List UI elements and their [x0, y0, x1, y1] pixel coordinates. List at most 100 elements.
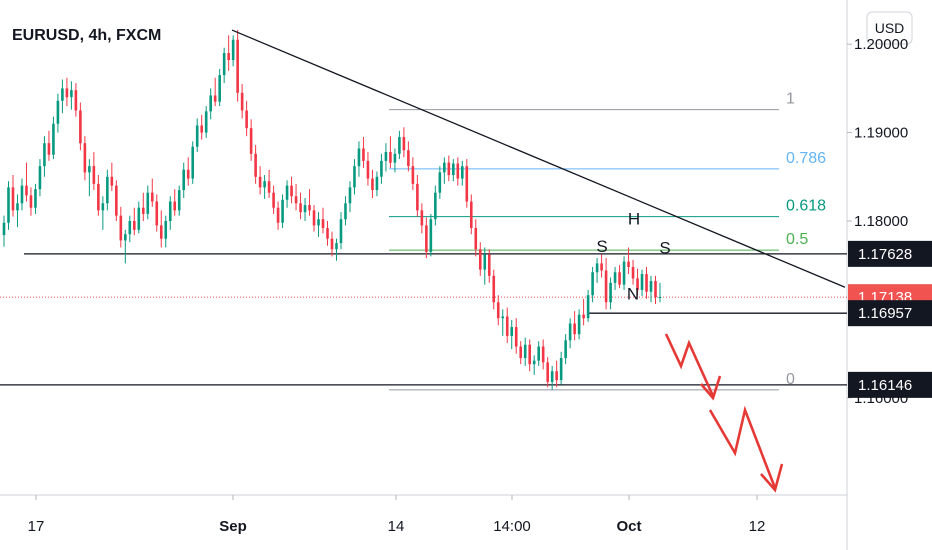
candle — [70, 81, 73, 110]
candle-body — [501, 316, 505, 319]
candle — [541, 339, 545, 370]
candle-body — [595, 263, 599, 273]
candle — [74, 83, 78, 117]
currency-button[interactable]: USD — [866, 11, 913, 45]
candle — [443, 157, 446, 184]
horizontal-levels[interactable] — [0, 253, 847, 386]
candle-body — [182, 169, 186, 191]
candle — [272, 185, 275, 214]
candle-body — [83, 143, 87, 173]
candle-body — [523, 344, 527, 358]
candlestick-series — [2, 30, 662, 390]
candle — [61, 79, 64, 114]
candle — [155, 194, 159, 232]
candle-body — [110, 176, 114, 186]
candle-body — [308, 205, 311, 211]
candle — [452, 159, 455, 182]
candle — [92, 152, 96, 191]
candle — [285, 180, 289, 208]
pattern-label: S — [596, 237, 607, 256]
candle-body — [281, 199, 284, 223]
candle-body — [218, 75, 221, 102]
candle-body — [141, 207, 145, 214]
candle — [249, 119, 253, 161]
time-axis[interactable]: 17 Sep 14 14:00 Oct 12 — [28, 495, 766, 535]
candle-body — [362, 148, 365, 161]
candle-body — [299, 203, 302, 213]
candle-body — [586, 295, 590, 319]
price-tag-background — [848, 240, 932, 267]
candle — [465, 159, 469, 208]
projection-arrow-2-head — [760, 463, 784, 493]
candle-body — [371, 178, 374, 191]
candle-body — [645, 274, 648, 292]
candle-body — [335, 243, 338, 250]
candle — [398, 130, 401, 160]
candle — [88, 159, 91, 197]
candle — [124, 229, 127, 264]
candle — [461, 160, 464, 186]
candle — [384, 143, 388, 172]
candle — [654, 275, 657, 305]
candle-body — [496, 302, 500, 319]
candle-body — [330, 238, 334, 250]
candle-body — [11, 187, 15, 211]
descending-trendline[interactable] — [231, 29, 846, 288]
candle-body — [254, 153, 257, 177]
candle — [182, 162, 186, 198]
candle — [177, 185, 181, 216]
price-tag: 1.16957 — [848, 300, 932, 327]
chart-title: EURUSD, 4h, FXCM — [12, 27, 161, 44]
candle-body — [164, 220, 168, 239]
candle-body — [546, 362, 549, 382]
projection-arrow-1 — [664, 333, 715, 397]
candle-body — [191, 146, 195, 179]
candle — [523, 337, 527, 366]
projection-arrows[interactable] — [664, 333, 784, 493]
candle-body — [456, 163, 460, 179]
candle-body — [272, 192, 275, 208]
candle — [106, 169, 109, 211]
candle-body — [240, 92, 244, 111]
price-tick-label: 1.19000 — [854, 125, 908, 142]
candle-body — [375, 176, 379, 191]
candle — [79, 102, 82, 151]
candle — [371, 169, 374, 198]
candle-body — [276, 207, 280, 223]
candle — [483, 247, 487, 285]
candle-body — [213, 95, 217, 102]
price-tag-background — [848, 300, 932, 327]
fibonacci-retracement[interactable]: 1 0.786 0.618 0.5 0 — [389, 91, 826, 391]
candle-body — [478, 249, 482, 270]
candle-body — [564, 340, 567, 358]
candle-body — [519, 346, 523, 358]
candle — [294, 183, 298, 211]
candle-body — [258, 176, 262, 188]
candle — [564, 334, 567, 365]
candle-body — [222, 53, 226, 76]
candle-body — [402, 137, 406, 151]
candle — [308, 189, 311, 216]
candle — [568, 318, 572, 349]
candle-body — [469, 201, 473, 229]
candle — [627, 247, 630, 275]
candle — [429, 213, 433, 257]
candle — [514, 318, 518, 354]
candle — [326, 220, 329, 246]
candle-body — [204, 111, 208, 133]
fib-level-label: 1 — [786, 91, 795, 108]
candle-body — [604, 270, 608, 303]
candle-body — [649, 281, 653, 292]
candle — [119, 206, 123, 248]
candle — [200, 114, 203, 140]
price-tag: 1.17628 — [848, 240, 932, 267]
candle-body — [74, 90, 78, 111]
candle — [137, 201, 141, 234]
candle-body — [541, 346, 545, 363]
currency-label: USD — [875, 20, 905, 36]
candle — [168, 196, 172, 230]
candle — [425, 217, 428, 259]
